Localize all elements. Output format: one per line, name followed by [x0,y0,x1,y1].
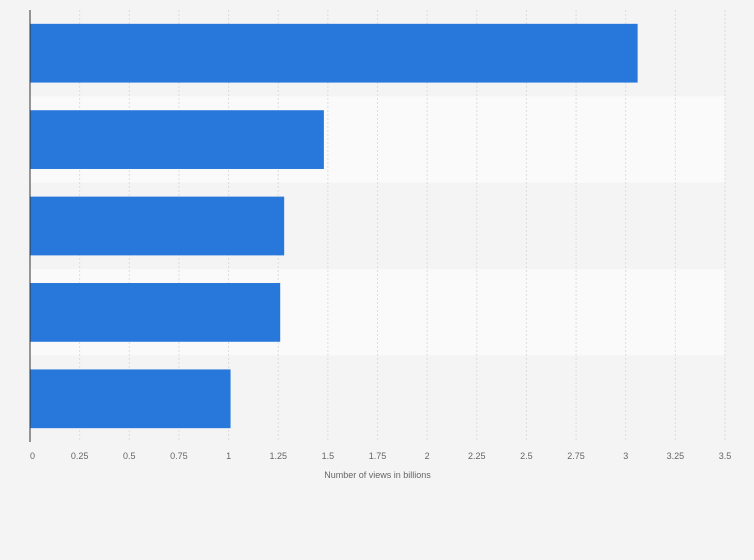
x-tick-label: 0.5 [123,451,136,461]
x-tick-label: 3 [623,451,628,461]
bar-1[interactable] [30,23,638,83]
x-tick-label: 0.25 [71,451,89,461]
x-tick-label: 2.25 [468,451,486,461]
bar-2[interactable] [30,110,324,169]
x-tick-label: 1.25 [269,451,287,461]
bars [30,23,638,429]
bar-4[interactable] [30,283,281,342]
bar-5[interactable] [30,369,231,429]
x-tick-label: 1.75 [369,451,387,461]
x-tick-label: 3.25 [667,451,685,461]
x-axis-title: Number of views in billions [324,470,431,480]
x-tick-label: 3.5 [719,451,732,461]
x-tick-label: 2 [425,451,430,461]
x-tick-label: 0 [30,451,35,461]
bar-3[interactable] [30,196,285,256]
x-tick-labels: 0 0.25 0.5 0.75 1 1.25 1.5 1.75 2 2.25 2.5 2.75 3 3.2… [30,451,731,461]
x-tick-label: 1.5 [322,451,335,461]
x-tick-label: 0.75 [170,451,188,461]
x-tick-label: 2.5 [520,451,533,461]
x-tick-label: 2.75 [567,451,585,461]
x-tick-label: 1 [226,451,231,461]
